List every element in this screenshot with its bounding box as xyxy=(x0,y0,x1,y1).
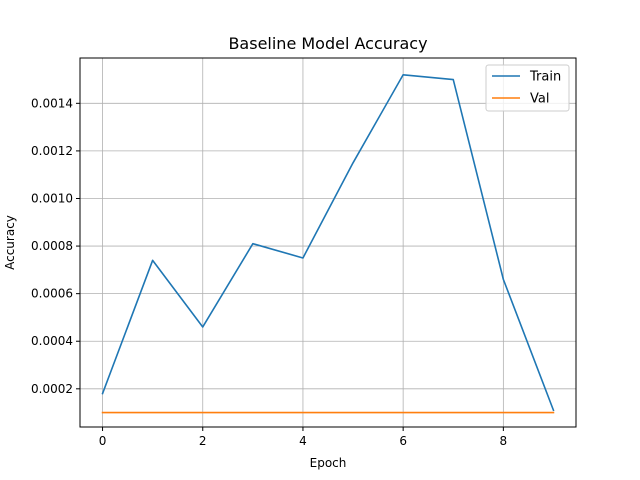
chart-title: Baseline Model Accuracy xyxy=(228,34,427,53)
x-tick-label: 6 xyxy=(399,434,407,448)
series-line-train xyxy=(101,73,555,412)
y-axis-label: Accuracy xyxy=(3,215,17,270)
x-tick-label: 4 xyxy=(299,434,307,448)
y-tick-label: 0.0012 xyxy=(31,144,73,158)
plot-area-frame xyxy=(79,57,577,428)
legend-label-val: Val xyxy=(530,92,549,107)
series-lines xyxy=(101,73,555,414)
y-tick-label: 0.0004 xyxy=(31,334,73,348)
y-tick-label: 0.0002 xyxy=(31,382,73,396)
y-tick-label: 0.0010 xyxy=(31,191,73,205)
legend-label-train: Train xyxy=(529,70,561,85)
x-axis-ticks: 0 2 4 6 8 xyxy=(99,427,507,448)
grid xyxy=(80,58,576,427)
y-tick-label: 0.0006 xyxy=(31,287,73,301)
y-axis-ticks: 0.0002 0.0004 0.0006 0.0008 0.0010 0.0012 0.00… xyxy=(31,96,80,396)
y-tick-label: 0.0014 xyxy=(31,96,73,110)
x-tick-label: 2 xyxy=(199,434,207,448)
legend: Train Val xyxy=(485,64,570,112)
x-axis-label: Epoch xyxy=(310,456,347,470)
x-tick-label: 8 xyxy=(500,434,508,448)
y-tick-label: 0.0008 xyxy=(31,239,73,253)
x-tick-label: 0 xyxy=(99,434,107,448)
